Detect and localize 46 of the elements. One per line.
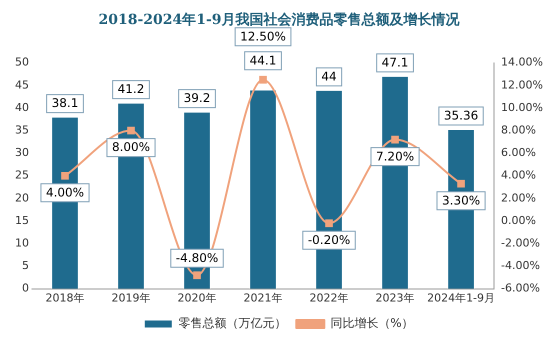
y2-tick-label: -4.00% [501,259,540,272]
legend-label: 零售总额（万亿元） [178,316,286,330]
y2-tick-label: 0.00% [501,214,536,227]
y-tick-label: 40 [14,100,29,114]
data-label: 4.00% [46,185,84,200]
y-tick-label: 5 [22,259,29,272]
data-label: 12.50% [240,29,286,44]
y-tick-label: 30 [14,146,29,160]
x-tick-label: 2022年 [310,291,349,304]
y2-tick-label: 10.00% [501,100,544,114]
y2-tick-label: 12.00% [501,78,544,92]
data-label: -4.80% [176,250,218,265]
data-label: 39.2 [184,91,210,106]
y2-tick-label: 2.00% [501,191,536,204]
y-tick-label: 20 [14,191,29,204]
data-label: 44 [321,70,337,84]
chart-title: 2018-2024年1-9月我国社会消费品零售总额及增长情况 [98,11,461,28]
data-label: 7.20% [376,149,414,164]
x-tick-label: 2020年 [178,291,217,304]
y-tick-label: 25 [14,168,29,182]
y2-tick-label: 14.00% [501,56,544,69]
data-label: -0.20% [308,232,350,247]
y-tick-label: 15 [14,214,29,227]
y-tick-label: 35 [14,123,29,136]
x-tick-label: 2021年 [244,291,283,304]
x-tick-label: 2019年 [112,291,151,304]
y-tick-label: 10 [14,236,29,250]
data-label: 38.1 [52,96,78,110]
x-tick-label: 2018年 [46,291,84,304]
data-label: 44.1 [250,53,276,68]
y-tick-label: 45 [14,78,29,92]
y2-tick-label: -2.00% [501,236,540,250]
y-tick-label: 50 [14,56,29,69]
y-tick-label: 0 [22,282,29,295]
x-tick-label: 2023年 [376,291,415,304]
data-label: 41.2 [118,82,144,96]
y2-tick-label: 8.00% [501,123,536,136]
y2-tick-label: 6.00% [501,146,536,160]
data-label: 47.1 [382,56,408,70]
data-label: 3.30% [442,193,480,208]
data-label: 35.36 [444,108,478,123]
data-label: 8.00% [112,140,150,154]
y2-tick-label: -6.00% [501,282,540,295]
x-tick-label: 2024年1-9月 [427,291,496,304]
legend-label: 同比增长（%） [330,316,414,330]
y2-tick-label: 4.00% [501,168,536,182]
